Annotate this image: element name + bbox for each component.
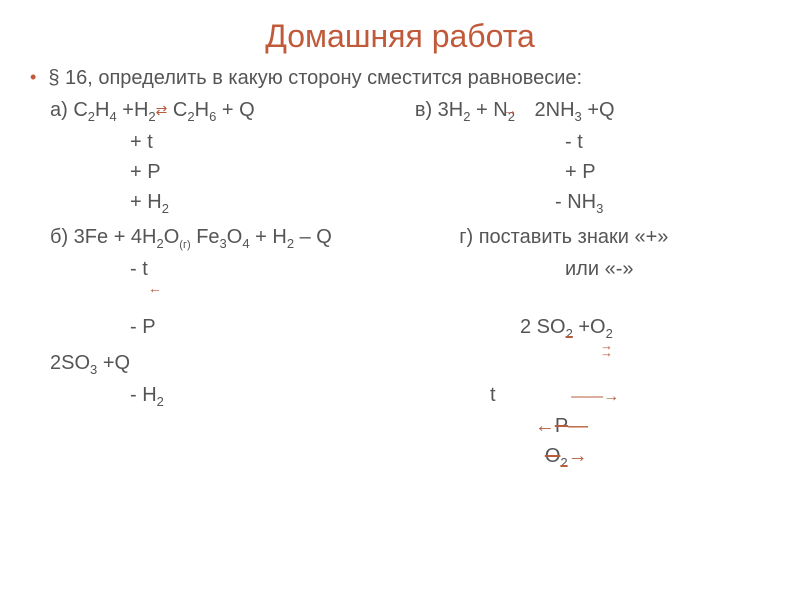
g-t-line: t ——→: [450, 380, 770, 412]
a-cond-p: + P: [30, 157, 435, 187]
g-label2: или «-»: [435, 254, 770, 292]
b-2so3-line: 2SO3 +Q: [30, 348, 405, 380]
page-title: Домашняя работа: [0, 0, 800, 63]
section-a-eq: а) C2H4 +H2⇄ C2H6 + Q: [30, 95, 405, 127]
intro-line: • § 16, определить в какую сторону смест…: [30, 63, 770, 93]
section-g-label: г) поставить знаки «+»: [459, 222, 770, 254]
section-v-eq: в) 3H2 + N2→ 2NH3 +Q: [415, 95, 770, 127]
content-area: • § 16, определить в какую сторону смест…: [0, 63, 800, 473]
b-cond-t: - t ←: [30, 254, 435, 292]
a-cond-t: + t: [30, 127, 435, 157]
v-cond-nh3: - NH3: [435, 187, 770, 219]
intro-text: § 16, определить в какую сторону сместит…: [48, 63, 582, 93]
b-cond-h2: - H2: [30, 380, 450, 412]
g-o2-line: O2→: [415, 441, 770, 473]
section-b-eq: б) 3Fe + 4H2O(г) Fe3O4 + H2 – Q: [30, 222, 457, 254]
g-p-line: ←P—: [415, 411, 770, 441]
v-cond-t: - t: [435, 127, 770, 157]
v-cond-p: + P: [435, 157, 770, 187]
bullet-icon: •: [30, 63, 36, 92]
a-cond-h2: + H2: [30, 187, 435, 219]
